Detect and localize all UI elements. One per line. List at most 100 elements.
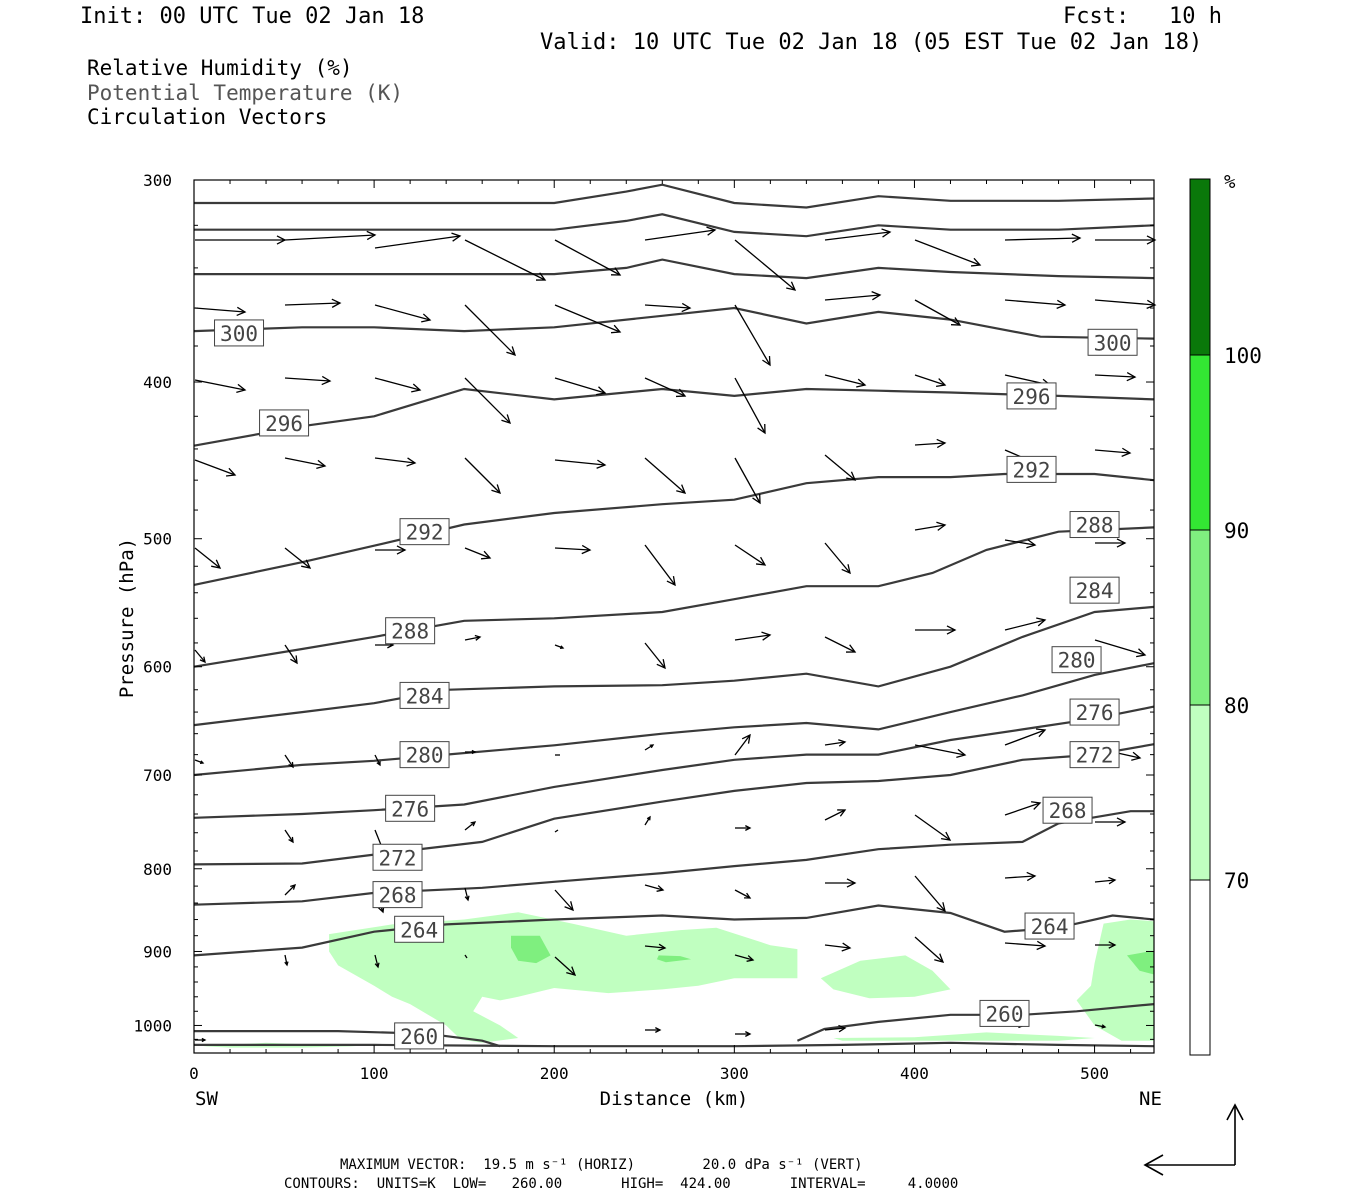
vector-arrow-32 (1094, 371, 1137, 382)
vector-arrow-97 (284, 954, 289, 967)
contour-label-276-13: 276 (385, 794, 436, 822)
svg-text:296: 296 (265, 412, 303, 436)
vector-arrow-84 (914, 814, 952, 841)
vector-arrow-4 (554, 239, 622, 276)
svg-text:292: 292 (406, 521, 444, 545)
svg-text:264: 264 (1031, 915, 1069, 939)
vector-arrow-86 (1095, 817, 1127, 827)
vector-arrow-46 (375, 545, 407, 555)
vector-arrow-21 (1094, 299, 1157, 310)
vector-arrow-11 (194, 306, 247, 317)
ne-end-label: NE (1139, 1088, 1162, 1110)
vector-arrow-98 (374, 954, 380, 969)
svg-text:276: 276 (391, 797, 429, 821)
vector-arrow-79 (464, 821, 477, 831)
colorbar-frame (1189, 178, 1211, 1056)
svg-text:284: 284 (406, 684, 444, 708)
vector-arrow-106 (1095, 941, 1117, 949)
vector-arrow-9 (1004, 233, 1082, 243)
vector-arrow-73 (824, 739, 847, 747)
x-tick-label-2: 200 (540, 1064, 569, 1083)
vector-arrow-35 (374, 457, 417, 467)
vector-arrow-39 (734, 457, 761, 505)
contour-label-288-7: 288 (385, 617, 436, 645)
vector-arrow-92 (734, 889, 752, 899)
theta-contour-260-0 (194, 1041, 1155, 1048)
svg-text:264: 264 (400, 918, 438, 942)
y-tick-label-3: 600 (143, 658, 172, 677)
vector-arrow-65 (1094, 639, 1147, 658)
theta-contour-312-15 (194, 183, 1155, 209)
svg-text:292: 292 (1013, 458, 1051, 482)
plot-frame (193, 179, 1155, 1054)
colorbar-segment-2 (1190, 530, 1210, 705)
vector-arrow-72 (734, 733, 751, 756)
contour-label-296-3: 296 (1006, 382, 1057, 410)
vector-arrow-87 (284, 883, 297, 896)
reference-vector-icon (1143, 1103, 1244, 1176)
vector-arrow-105 (1004, 940, 1047, 951)
svg-text:260: 260 (400, 1025, 438, 1049)
vector-arrow-16 (644, 302, 692, 313)
theta-contour-layer (193, 183, 1155, 1048)
y-tick-label-2: 500 (143, 530, 172, 549)
vector-arrow-43 (1094, 447, 1132, 457)
vector-arrow-61 (734, 631, 772, 641)
vector-arrow-101 (644, 943, 667, 952)
vector-arrow-66 (194, 759, 205, 764)
contour-label-300-1: 300 (1087, 328, 1138, 356)
vector-layer (194, 226, 1157, 1043)
colorbar-segment-4 (1190, 179, 1210, 355)
contour-label-292-5: 292 (1006, 455, 1057, 483)
vector-arrow-6 (734, 239, 797, 291)
contour-info-note: CONTOURS: UNITS=K LOW= 260.00 HIGH= 424.… (284, 1176, 959, 1192)
vector-arrow-29 (824, 374, 867, 388)
svg-text:284: 284 (1076, 579, 1114, 603)
vector-arrow-48 (554, 544, 592, 555)
rh-region-80-6 (656, 955, 692, 963)
vector-arrow-13 (374, 304, 432, 323)
vector-arrow-74 (914, 744, 967, 759)
vector-arrow-63 (915, 625, 957, 635)
vector-arrow-23 (284, 375, 332, 386)
forecast-hour: Fcst: 10 h (1063, 4, 1222, 29)
contour-label-280-11: 280 (399, 741, 450, 769)
vector-arrow-37 (554, 459, 607, 469)
contour-label-layer: 300 300 296 296 292 292 288 288 284 284 280 280 276 2… (214, 319, 1138, 1050)
vector-arrow-34 (284, 457, 327, 470)
vector-arrow-53 (1004, 539, 1037, 549)
vector-arrow-71 (644, 744, 655, 751)
vector-arrow-15 (554, 304, 622, 334)
x-tick-label-0: 0 (189, 1064, 199, 1083)
vector-arrow-83 (824, 809, 847, 821)
vector-arrow-30 (914, 374, 947, 387)
contour-label-272-15: 272 (372, 843, 423, 871)
vector-arrow-27 (644, 377, 687, 398)
vector-arrow-59 (554, 644, 565, 649)
vector-arrow-82 (735, 825, 752, 831)
theta-contour-304-13 (194, 258, 1155, 280)
vector-arrow-108 (645, 1027, 662, 1033)
x-tick-label-1: 100 (360, 1064, 389, 1083)
contour-label-280-10: 280 (1051, 646, 1102, 674)
colorbar: 70 80 90 100 (1189, 178, 1262, 1056)
vector-arrow-49 (644, 544, 676, 587)
vector-arrow-104 (914, 936, 945, 963)
y-tick-label-7: 1000 (133, 1016, 172, 1035)
contour-label-284-9: 284 (399, 681, 450, 709)
colorbar-segment-1 (1190, 705, 1210, 880)
vector-arrow-10 (1095, 235, 1157, 245)
x-axis-label: Distance (km) (600, 1088, 749, 1110)
theta-contour-268-4 (193, 810, 1154, 906)
colorbar-label-0: 70 (1224, 869, 1249, 893)
vector-arrow-85 (1004, 801, 1042, 816)
svg-text:280: 280 (406, 744, 444, 768)
svg-text:280: 280 (1058, 649, 1096, 673)
contour-label-284-8: 284 (1069, 576, 1120, 604)
rh-region-70-4 (833, 1032, 1095, 1041)
vector-arrow-60 (644, 642, 666, 670)
contour-label-268-17: 268 (372, 881, 423, 909)
vector-arrow-50 (734, 544, 767, 566)
init-time: Init: 00 UTC Tue 02 Jan 18 (80, 4, 425, 29)
vector-arrow-96 (1094, 876, 1117, 885)
